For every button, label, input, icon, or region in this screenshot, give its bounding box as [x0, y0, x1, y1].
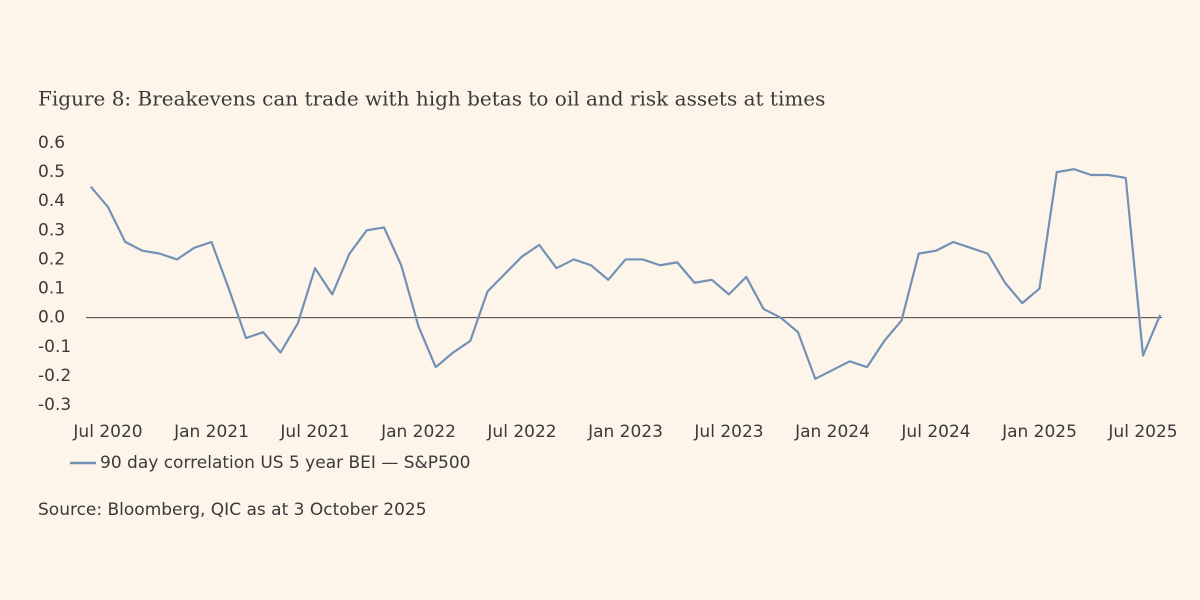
y-tick-label: -0.2	[38, 366, 71, 386]
y-tick-label: 0.5	[38, 162, 65, 182]
x-tick-label: Jul 2023	[693, 422, 763, 442]
y-tick-label: 0.3	[38, 220, 65, 240]
chart-title: Figure 8: Breakevens can trade with high…	[38, 87, 825, 111]
y-tick-label: -0.3	[38, 395, 71, 415]
data-line	[89, 168, 1162, 380]
x-tick-label: Jan 2023	[587, 422, 663, 442]
x-tick-label: Jul 2020	[72, 422, 142, 442]
y-tick-label: 0.1	[38, 279, 65, 299]
y-tick-label: 0.4	[38, 191, 65, 211]
y-tick-label: -0.1	[38, 337, 71, 357]
x-tick-label: Jan 2022	[380, 422, 456, 442]
source-note: Source: Bloomberg, QIC as at 3 October 2…	[38, 500, 427, 520]
x-tick-label: Jul 2021	[279, 422, 349, 442]
x-tick-label: Jan 2024	[794, 422, 870, 442]
y-tick-label: 0.2	[38, 249, 65, 269]
y-tick-label: 0.0	[38, 308, 65, 328]
x-tick-label: Jan 2021	[173, 422, 249, 442]
x-tick-label: Jul 2022	[486, 422, 556, 442]
y-tick-label: 0.6	[38, 133, 65, 153]
x-tick-label: Jul 2024	[900, 422, 970, 442]
x-tick-label: Jul 2025	[1107, 422, 1177, 442]
legend-label: 90 day correlation US 5 year BEI — S&P50…	[100, 453, 471, 473]
x-tick-label: Jan 2025	[1001, 422, 1077, 442]
